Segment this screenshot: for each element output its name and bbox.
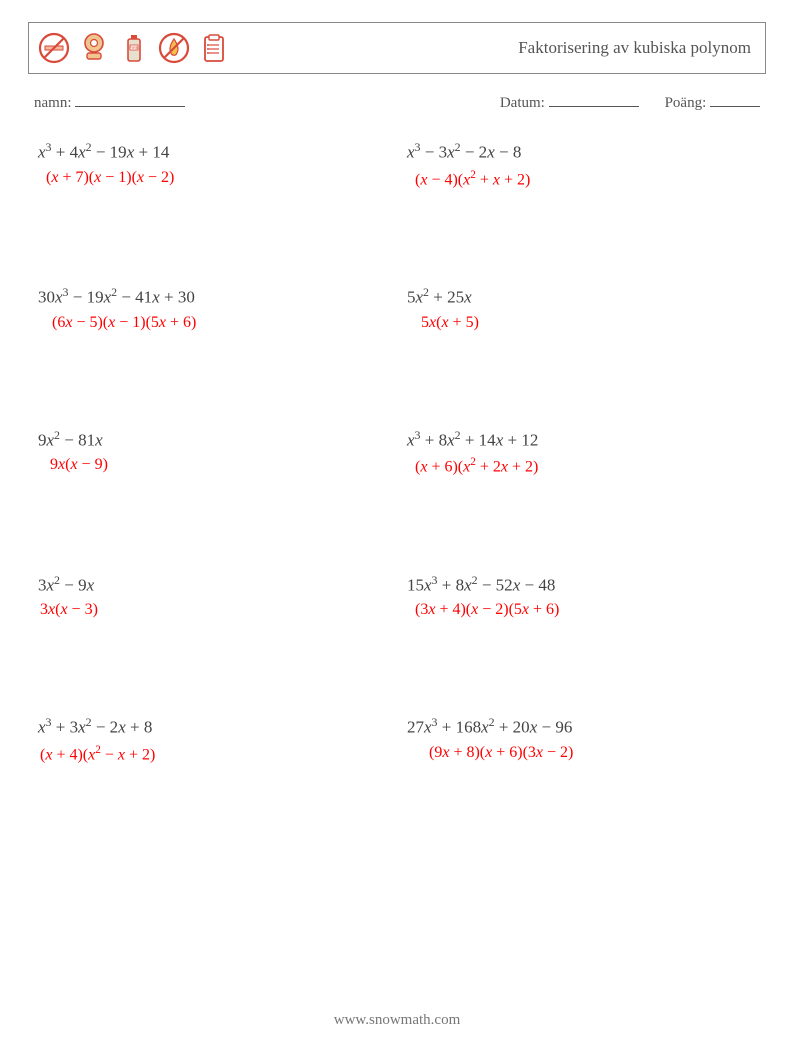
problem-cell: 15x3 + 8x2 − 52x − 48 (3x + 4)(x − 2)(5x … <box>397 573 756 620</box>
date-label: Datum: <box>500 95 545 111</box>
meta-score: Poäng: <box>665 92 760 112</box>
problem-answer: (6x − 5)(x − 1)(5x + 6) <box>38 314 397 332</box>
footer-text: www.snowmath.com <box>0 1012 794 1029</box>
problem-cell: 5x2 + 25x 5x(x + 5) <box>397 285 756 332</box>
no-fire-icon <box>157 31 191 65</box>
date-blank <box>549 92 639 107</box>
alarm-bell-icon <box>77 31 111 65</box>
meta-name: namn: <box>34 92 185 112</box>
problem-expression: x3 − 3x2 − 2x − 8 <box>407 140 756 163</box>
name-label: namn: <box>34 95 72 111</box>
problem-answer: 9x(x − 9) <box>38 456 397 474</box>
no-smoking-icon <box>37 31 71 65</box>
problem-cell: 27x3 + 168x2 + 20x − 96 (9x + 8)(x + 6)(3… <box>397 715 756 764</box>
problem-answer: (3x + 4)(x − 2)(5x + 6) <box>407 601 756 619</box>
problem-answer: (9x + 8)(x + 6)(3x − 2) <box>407 744 756 762</box>
score-blank <box>710 92 760 107</box>
problem-row: x3 + 3x2 − 2x + 8(x + 4)(x2 − x + 2)27x3… <box>38 715 756 764</box>
score-label: Poäng: <box>665 95 707 111</box>
problem-cell: x3 − 3x2 − 2x − 8 (x − 4)(x2 + x + 2) <box>397 140 756 189</box>
header-box: FIRE Faktorisering av kubiska polynom <box>28 22 766 74</box>
problem-cell: x3 + 8x2 + 14x + 12 (x + 6)(x2 + 2x + 2) <box>397 428 756 477</box>
problem-cell: x3 + 4x2 − 19x + 14 (x + 7)(x − 1)(x − 2) <box>38 140 397 189</box>
problem-cell: x3 + 3x2 − 2x + 8 (x + 4)(x2 − x + 2) <box>38 715 397 764</box>
problem-expression: 27x3 + 168x2 + 20x − 96 <box>407 715 756 738</box>
fire-extinguisher-icon: FIRE <box>117 31 151 65</box>
meta-row: namn: Datum: Poäng: <box>28 92 766 112</box>
name-blank <box>75 92 185 107</box>
problem-expression: x3 + 8x2 + 14x + 12 <box>407 428 756 451</box>
problem-answer: (x + 6)(x2 + 2x + 2) <box>407 456 756 476</box>
problem-expression: 15x3 + 8x2 − 52x − 48 <box>407 573 756 596</box>
clipboard-icon <box>197 31 231 65</box>
problem-row: 30x3 − 19x2 − 41x + 30 (6x − 5)(x − 1)(5x… <box>38 285 756 332</box>
problem-row: x3 + 4x2 − 19x + 14 (x + 7)(x − 1)(x − 2)… <box>38 140 756 189</box>
problem-expression: 9x2 − 81x <box>38 428 397 451</box>
problem-expression: x3 + 3x2 − 2x + 8 <box>38 715 397 738</box>
header-icons: FIRE <box>37 31 231 65</box>
problem-answer: 5x(x + 5) <box>407 314 756 332</box>
problem-answer: (x + 7)(x − 1)(x − 2) <box>38 169 397 187</box>
problem-expression: 5x2 + 25x <box>407 285 756 308</box>
problem-answer: (x − 4)(x2 + x + 2) <box>407 169 756 189</box>
page-title: Faktorisering av kubiska polynom <box>518 38 751 58</box>
problem-answer: (x + 4)(x2 − x + 2) <box>38 744 397 764</box>
problem-expression: 3x2 − 9x <box>38 573 397 596</box>
svg-text:FIRE: FIRE <box>129 45 138 50</box>
problem-cell: 3x2 − 9x 3x(x − 3) <box>38 573 397 620</box>
problem-row: 9x2 − 81x 9x(x − 9) x3 + 8x2 + 14x + 12 (x … <box>38 428 756 477</box>
meta-date: Datum: <box>500 92 639 112</box>
problem-expression: 30x3 − 19x2 − 41x + 30 <box>38 285 397 308</box>
problem-row: 3x2 − 9x 3x(x − 3) 15x3 + 8x2 − 52x − 48 (3… <box>38 573 756 620</box>
problem-answer: 3x(x − 3) <box>38 601 397 619</box>
problems-grid: x3 + 4x2 − 19x + 14 (x + 7)(x − 1)(x − 2)… <box>28 140 766 764</box>
problem-cell: 30x3 − 19x2 − 41x + 30 (6x − 5)(x − 1)(5x… <box>38 285 397 332</box>
problem-cell: 9x2 − 81x 9x(x − 9) <box>38 428 397 477</box>
problem-expression: x3 + 4x2 − 19x + 14 <box>38 140 397 163</box>
